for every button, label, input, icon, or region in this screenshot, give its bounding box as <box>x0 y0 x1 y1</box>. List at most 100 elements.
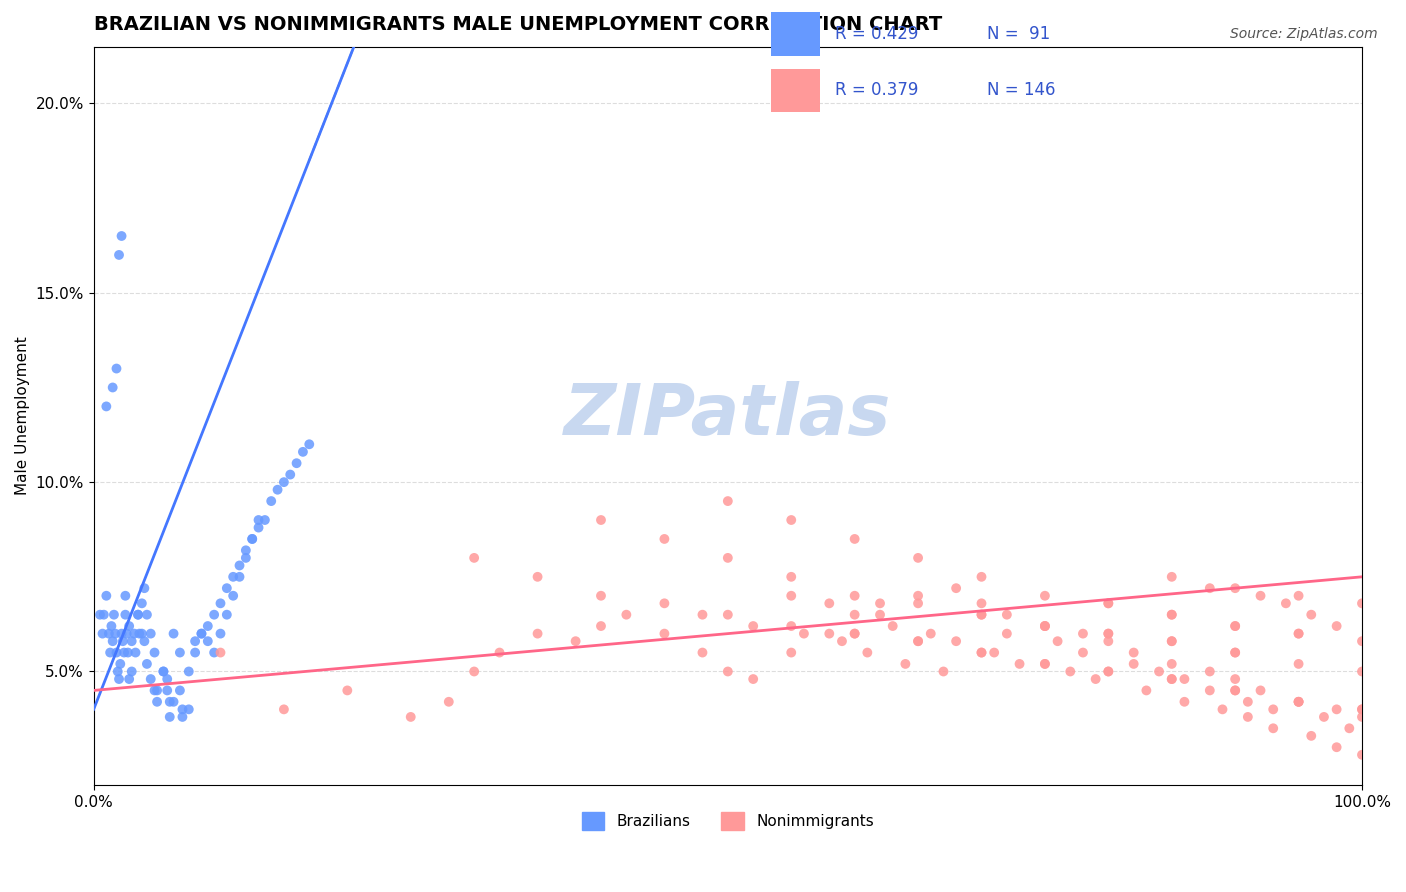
Point <box>247 520 270 534</box>
Point <box>1223 683 1246 698</box>
Point <box>117 646 139 660</box>
Point <box>222 589 245 603</box>
Point <box>105 361 128 376</box>
Point <box>1097 665 1119 679</box>
Point <box>1198 581 1220 595</box>
Point <box>215 581 238 595</box>
Point <box>1237 695 1260 709</box>
Point <box>291 445 314 459</box>
Point <box>1275 596 1298 610</box>
Point <box>742 619 765 633</box>
FancyBboxPatch shape <box>770 12 820 56</box>
Point <box>118 672 141 686</box>
Point <box>932 665 955 679</box>
Point <box>1046 634 1069 648</box>
Point <box>1237 710 1260 724</box>
Point <box>197 619 219 633</box>
Point <box>1008 657 1031 671</box>
Point <box>1301 729 1323 743</box>
Point <box>1033 619 1056 633</box>
Point <box>1288 695 1310 709</box>
Point <box>1288 695 1310 709</box>
Point <box>1033 657 1056 671</box>
Point <box>146 683 169 698</box>
Point <box>970 607 993 622</box>
Point <box>1122 657 1144 671</box>
Point <box>131 596 153 610</box>
FancyBboxPatch shape <box>770 69 820 112</box>
Point <box>1059 665 1081 679</box>
Point <box>717 550 740 565</box>
Point <box>111 634 134 648</box>
Point <box>869 596 891 610</box>
Point <box>107 665 129 679</box>
Point <box>190 626 212 640</box>
Point <box>1097 634 1119 648</box>
Point <box>1351 634 1374 648</box>
Point <box>105 646 128 660</box>
Point <box>156 672 179 686</box>
Point <box>907 634 929 648</box>
Point <box>907 596 929 610</box>
Point <box>1147 665 1170 679</box>
Point <box>1288 657 1310 671</box>
Point <box>844 532 866 546</box>
Point <box>907 550 929 565</box>
Point <box>253 513 276 527</box>
Point <box>121 665 143 679</box>
Point <box>101 634 124 648</box>
Point <box>399 710 422 724</box>
Point <box>818 596 841 610</box>
Point <box>278 467 301 482</box>
Point <box>118 619 141 633</box>
Point <box>159 695 181 709</box>
Point <box>780 646 803 660</box>
Point <box>780 589 803 603</box>
Point <box>162 695 184 709</box>
Point <box>1160 672 1182 686</box>
Point <box>844 626 866 640</box>
Point <box>920 626 942 640</box>
Text: Source: ZipAtlas.com: Source: ZipAtlas.com <box>1230 27 1378 41</box>
Point <box>100 619 122 633</box>
Point <box>240 532 263 546</box>
Point <box>793 626 815 640</box>
Point <box>1223 619 1246 633</box>
Point <box>1326 702 1348 716</box>
Point <box>1160 657 1182 671</box>
Point <box>121 634 143 648</box>
Point <box>184 634 207 648</box>
Point <box>488 646 510 660</box>
Point <box>134 581 156 595</box>
Point <box>127 607 149 622</box>
Point <box>1097 596 1119 610</box>
Point <box>526 626 548 640</box>
Point <box>894 657 917 671</box>
Point <box>156 683 179 698</box>
Point <box>108 672 131 686</box>
Point <box>907 634 929 648</box>
Point <box>869 607 891 622</box>
Point <box>742 672 765 686</box>
Point <box>1288 589 1310 603</box>
Point <box>98 646 121 660</box>
Point <box>1097 596 1119 610</box>
Point <box>1263 702 1285 716</box>
Point <box>114 607 136 622</box>
Point <box>945 634 967 648</box>
Point <box>589 619 612 633</box>
Text: ZIPatlas: ZIPatlas <box>564 382 891 450</box>
Point <box>197 634 219 648</box>
Point <box>780 570 803 584</box>
Point <box>1223 646 1246 660</box>
Point <box>122 626 145 640</box>
Point <box>1223 581 1246 595</box>
Point <box>589 513 612 527</box>
Point <box>844 589 866 603</box>
Point <box>1223 672 1246 686</box>
Point <box>1033 619 1056 633</box>
Point <box>104 626 127 640</box>
Point <box>654 626 676 640</box>
Point <box>983 646 1005 660</box>
Point <box>1263 721 1285 735</box>
